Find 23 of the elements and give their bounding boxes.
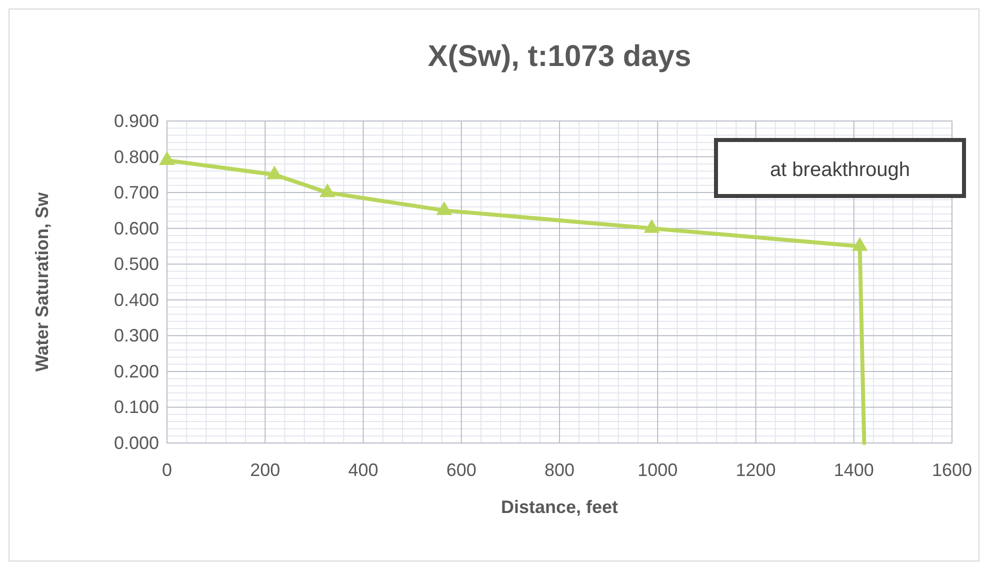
annotation: at breakthrough <box>770 159 910 181</box>
y-tick-label: 0.200 <box>114 361 159 382</box>
y-tick-label: 0.000 <box>114 433 159 453</box>
y-tick-label: 0.500 <box>114 254 159 274</box>
x-axis-title: Distance, feet <box>500 497 618 517</box>
y-tick-label: 0.100 <box>114 397 159 418</box>
x-tick-label: 1600 <box>932 460 972 480</box>
x-tick-label: 1000 <box>638 460 678 480</box>
y-tick-label: 0.600 <box>114 218 159 238</box>
x-tick-label: 1200 <box>736 460 776 480</box>
y-tick-label: 0.700 <box>114 182 159 203</box>
y-tick-label: 0.800 <box>114 146 159 167</box>
x-tick-label: 400 <box>348 460 378 480</box>
y-tick-label: 0.900 <box>114 111 159 131</box>
y-axis-title: Water Saturation, Sw <box>32 191 52 372</box>
y-tick-label: 0.300 <box>114 326 159 346</box>
x-tick-label: 800 <box>544 460 575 480</box>
x-tick-label: 600 <box>446 460 476 480</box>
chart-title: X(Sw), t:1073 days <box>428 40 692 73</box>
x-tick-label: 1400 <box>834 460 874 480</box>
x-tick-label: 200 <box>250 460 280 480</box>
x-tick-label: 0 <box>162 460 172 480</box>
y-tick-label: 0.400 <box>114 290 159 310</box>
